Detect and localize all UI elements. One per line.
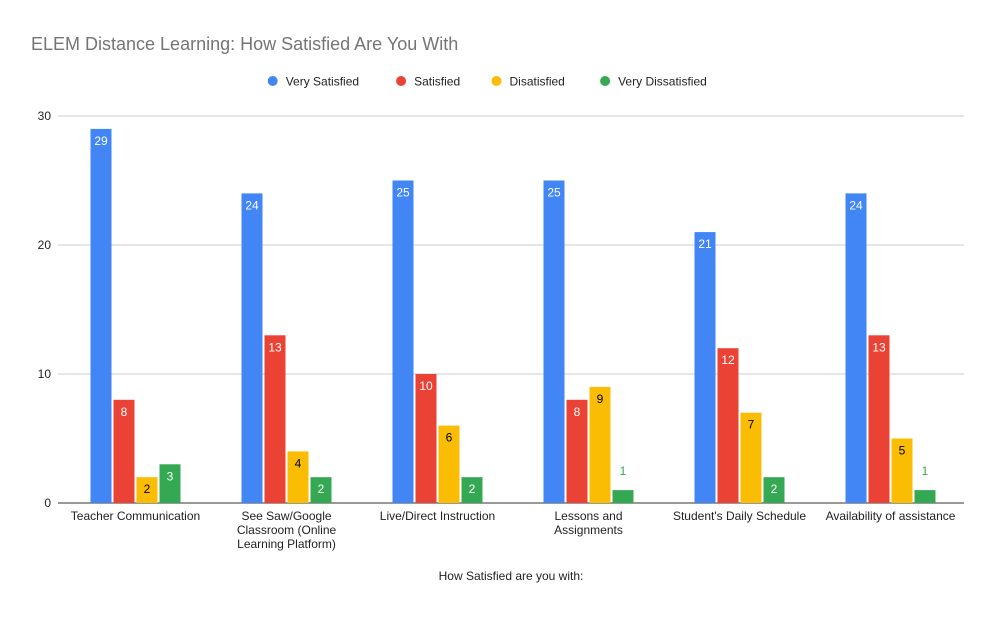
data-label: 9	[597, 392, 604, 406]
data-label: 21	[698, 237, 712, 251]
bar[interactable]	[113, 399, 135, 503]
bar[interactable]	[90, 128, 112, 503]
bar[interactable]	[612, 490, 634, 503]
y-tick-label: 0	[44, 496, 51, 510]
legend-label: Very Dissatisfied	[618, 75, 707, 89]
x-tick-label: Lessons and Assignments	[554, 509, 623, 537]
legend-item[interactable]: Satisfied	[396, 75, 460, 89]
x-tick-label: Availability of assistance	[826, 509, 956, 523]
data-label: 3	[167, 469, 174, 483]
data-label: 10	[419, 379, 433, 393]
bars	[90, 128, 936, 504]
legend-swatch	[267, 76, 278, 86]
data-label: 1	[620, 464, 627, 478]
legend-swatch	[396, 76, 407, 86]
bar[interactable]	[914, 490, 936, 503]
data-label: 2	[144, 482, 151, 496]
legend-label: Satisfied	[414, 75, 460, 89]
legend-item[interactable]: Disatisfied	[491, 75, 565, 89]
bar[interactable]	[136, 477, 158, 503]
bar[interactable]	[392, 180, 414, 504]
legend-label: Disatisfied	[510, 75, 565, 89]
data-label: 12	[721, 353, 735, 367]
bar[interactable]	[717, 348, 739, 503]
data-label: 2	[318, 482, 325, 496]
legend-label: Very Satisfied	[286, 75, 359, 89]
bar[interactable]	[310, 477, 332, 503]
data-label: 6	[446, 431, 453, 445]
data-label: 8	[574, 405, 581, 419]
bar[interactable]	[461, 477, 483, 503]
bar[interactable]	[543, 180, 565, 504]
x-tick-label-line: Student's Daily Schedule	[673, 509, 806, 523]
data-label: 2	[469, 482, 476, 496]
legend-item[interactable]: Very Dissatisfied	[600, 75, 707, 89]
x-tick-label: Live/Direct Instruction	[380, 509, 495, 523]
data-label: 5	[899, 444, 906, 458]
x-tick-label: Teacher Communication	[71, 509, 200, 523]
bar[interactable]	[415, 374, 437, 503]
bar[interactable]	[740, 412, 762, 503]
data-label: 2	[771, 482, 778, 496]
x-tick-label-line: Classroom (Online	[237, 523, 337, 537]
x-tick-label-line: See Saw/Google	[241, 509, 331, 523]
x-tick-label-line: Teacher Communication	[71, 509, 200, 523]
bar[interactable]	[438, 425, 460, 503]
x-tick-label-line: Assignments	[554, 523, 623, 537]
bar[interactable]	[891, 438, 913, 504]
x-tick-label-line: Live/Direct Instruction	[380, 509, 495, 523]
data-label: 8	[121, 405, 128, 419]
bar[interactable]	[868, 335, 890, 503]
x-tick-label: See Saw/Google Classroom (Online Learning …	[237, 509, 337, 551]
x-tick-label-line: Lessons and	[554, 509, 622, 523]
bar[interactable]	[845, 193, 867, 503]
data-label: 13	[872, 340, 886, 354]
data-label: 25	[547, 186, 561, 200]
data-label: 29	[94, 134, 108, 148]
legend-swatch	[491, 76, 502, 86]
data-labels: 29 8 2 3 24 13 4 2 25 10 6 2 25 8 9 1 21 12 7 2 24 13 5 1	[94, 134, 928, 496]
x-tick-label-line: Learning Platform)	[237, 537, 336, 551]
x-axis-title: How Satisfied are you with:	[439, 569, 584, 583]
bar[interactable]	[566, 399, 588, 503]
data-label: 24	[245, 198, 259, 212]
data-label: 24	[849, 198, 863, 212]
x-tick-label: Student's Daily Schedule	[673, 509, 806, 523]
y-tick-label: 30	[38, 109, 52, 123]
x-axis: Teacher Communication See Saw/Google Class…	[71, 509, 956, 551]
legend: Very Satisfied Satisfied Disatisfied Very D…	[267, 75, 707, 89]
bar[interactable]	[694, 232, 716, 503]
x-tick-label-line: Availability of assistance	[826, 509, 956, 523]
data-label: 13	[268, 340, 282, 354]
data-label: 4	[295, 456, 302, 470]
y-axis: 0 10 20 30	[38, 109, 52, 510]
bar[interactable]	[287, 451, 309, 503]
bar[interactable]	[264, 335, 286, 503]
legend-swatch	[600, 76, 611, 86]
data-label: 7	[748, 418, 755, 432]
data-label: 1	[922, 464, 929, 478]
y-tick-label: 10	[38, 367, 52, 381]
legend-item[interactable]: Very Satisfied	[267, 75, 359, 89]
bar[interactable]	[589, 386, 611, 503]
bar[interactable]	[241, 193, 263, 503]
bar[interactable]	[763, 477, 785, 503]
chart-title: ELEM Distance Learning: How Satisfied Ar…	[31, 34, 458, 54]
bar[interactable]	[159, 464, 181, 503]
y-tick-label: 20	[38, 238, 52, 252]
data-label: 25	[396, 186, 410, 200]
gridlines	[58, 115, 964, 504]
